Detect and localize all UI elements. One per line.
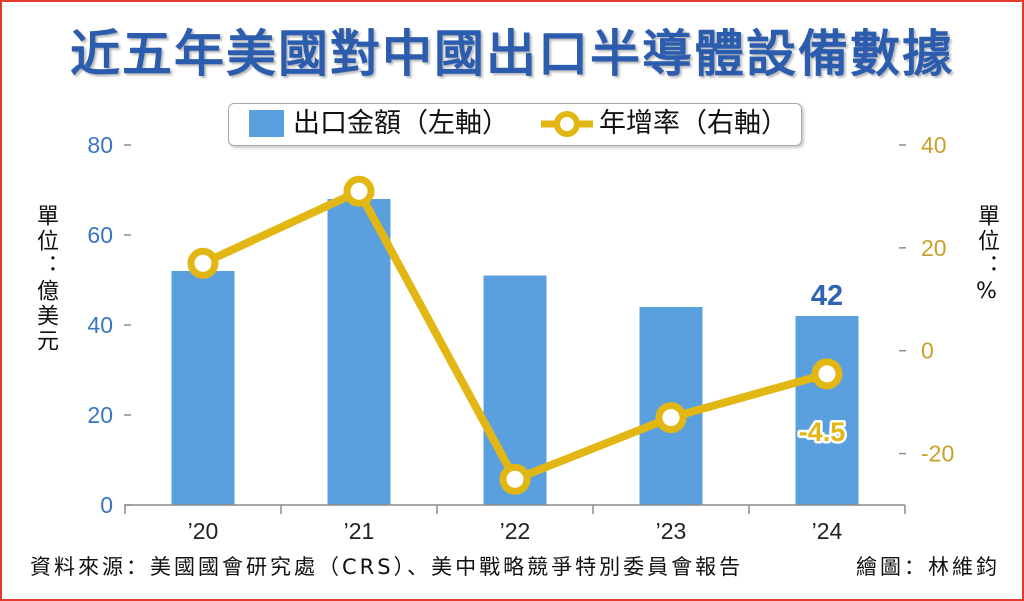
y-left-tick-label: 80 [87, 132, 113, 158]
growth-rate-point-24 [811, 358, 843, 390]
growth-rate-point-20 [187, 247, 219, 279]
export-bars [171, 199, 859, 505]
x-tick-label-21: ’21 [344, 518, 375, 544]
chart-title: 近五年美國對中國出口半導體設備數據 [70, 25, 954, 83]
y-left-tick-label: 0 [100, 492, 113, 518]
growth-rate-point-21 [343, 175, 375, 207]
data-labels: 42 -4.5 [796, 280, 848, 449]
y-right-tick-label: 40 [921, 132, 947, 158]
legend-label-growth-rate: 年增率（右軸） [599, 108, 788, 139]
axes: ’20 ’21 ’22 ’23 ’24 0 20 40 60 80 -20 0 20 40 [87, 132, 954, 544]
y-left-tick-label: 20 [87, 402, 113, 428]
x-tick-label-20: ’20 [188, 518, 219, 544]
growth-rate-value-label: -4.5 [799, 417, 846, 447]
y-axis-right-label: 單位：% [974, 204, 999, 307]
export-bar-21 [327, 199, 391, 505]
credit-note: 繪圖：林維鈞 [856, 555, 1000, 579]
y-left-tick-label: 60 [87, 222, 113, 248]
y-left-tick-label: 40 [87, 312, 113, 338]
y-right-tick-label: 20 [921, 235, 947, 261]
legend-bar-swatch [249, 110, 284, 137]
export-bar-24 [795, 316, 859, 505]
x-tick-label-23: ’23 [656, 518, 687, 544]
legend-label-export-value: 出口金額（左軸） [293, 108, 509, 139]
export-bar-20 [171, 271, 235, 505]
x-tick-label-22: ’22 [500, 518, 531, 544]
legend-line-marker-icon [541, 111, 593, 137]
y-axis-left-label: 單位：億美元 [33, 204, 58, 354]
x-tick-label-24: ’24 [812, 518, 843, 544]
legend: 出口金額（左軸） 年增率（右軸） [228, 103, 802, 146]
bar-value-label: 42 [811, 280, 843, 312]
y-right-tick-label: -20 [921, 441, 954, 467]
growth-rate-point-23 [655, 402, 687, 434]
y-right-tick-label: 0 [921, 338, 934, 364]
source-note: 資料來源：美國國會研究處（CRS）、美中戰略競爭特別委員會報告 [30, 555, 744, 579]
growth-rate-series [187, 175, 843, 495]
growth-rate-point-22 [499, 463, 531, 495]
